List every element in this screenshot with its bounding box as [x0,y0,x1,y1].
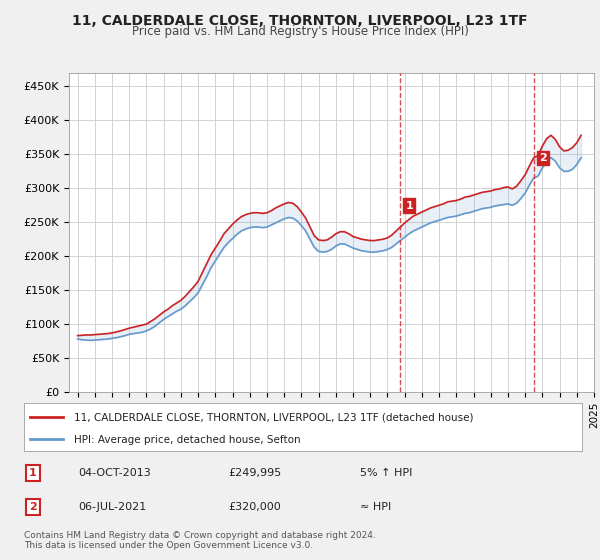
Text: 11, CALDERDALE CLOSE, THORNTON, LIVERPOOL, L23 1TF: 11, CALDERDALE CLOSE, THORNTON, LIVERPOO… [72,14,528,28]
Text: 04-OCT-2013: 04-OCT-2013 [78,468,151,478]
Text: Price paid vs. HM Land Registry's House Price Index (HPI): Price paid vs. HM Land Registry's House … [131,25,469,38]
Text: 06-JUL-2021: 06-JUL-2021 [78,502,146,512]
Text: 11, CALDERDALE CLOSE, THORNTON, LIVERPOOL, L23 1TF (detached house): 11, CALDERDALE CLOSE, THORNTON, LIVERPOO… [74,413,474,422]
Text: 1: 1 [406,200,413,211]
Text: Contains HM Land Registry data © Crown copyright and database right 2024.
This d: Contains HM Land Registry data © Crown c… [24,530,376,550]
Text: £320,000: £320,000 [228,502,281,512]
Text: HPI: Average price, detached house, Sefton: HPI: Average price, detached house, Seft… [74,435,301,445]
Text: 2: 2 [539,153,547,163]
Text: £249,995: £249,995 [228,468,281,478]
Text: 1: 1 [29,468,37,478]
Text: 2: 2 [29,502,37,512]
Text: ≈ HPI: ≈ HPI [360,502,391,512]
Text: 5% ↑ HPI: 5% ↑ HPI [360,468,412,478]
